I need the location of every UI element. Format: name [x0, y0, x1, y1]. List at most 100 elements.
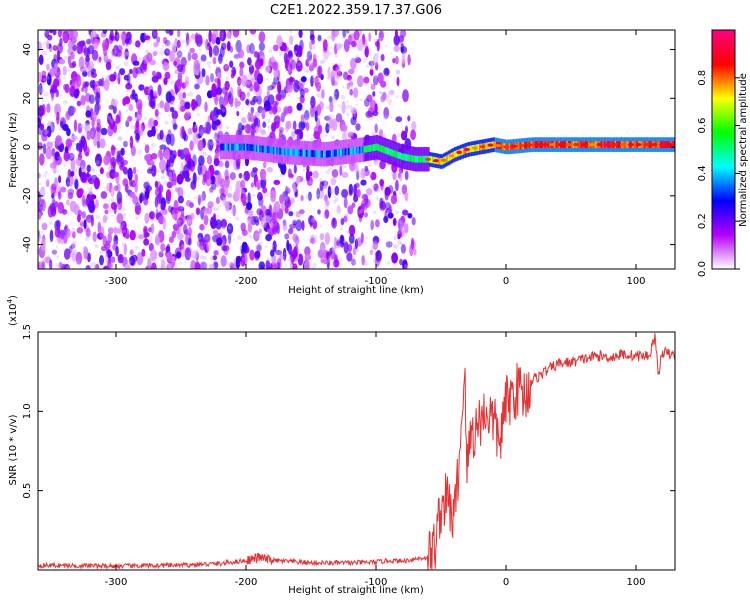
noise-blob: [250, 106, 255, 114]
noise-blob: [379, 159, 386, 170]
noise-blob: [250, 182, 255, 188]
noise-blob: [216, 140, 221, 153]
noise-blob: [336, 42, 342, 51]
noise-haze: [196, 72, 200, 76]
noise-blob: [82, 70, 88, 77]
noise-blob: [400, 215, 406, 224]
noise-haze: [214, 241, 218, 244]
noise-haze: [330, 261, 336, 267]
noise-blob: [411, 121, 417, 131]
noise-haze: [154, 251, 160, 257]
noise-haze: [155, 90, 160, 95]
noise-haze: [138, 193, 141, 196]
noise-blob: [404, 263, 408, 269]
noise-blob: [127, 73, 131, 86]
noise-blob: [119, 156, 125, 168]
noise-blob: [296, 57, 300, 69]
ridge-hotspot: [565, 143, 572, 147]
x-tick-label: 100: [626, 577, 645, 588]
noise-blob: [199, 223, 205, 231]
noise-blob: [138, 234, 145, 240]
noise-blob: [335, 113, 343, 123]
noise-haze: [237, 79, 243, 85]
noise-haze: [44, 30, 47, 34]
noise-haze: [271, 223, 275, 227]
noise-haze: [227, 159, 233, 164]
noise-haze: [154, 127, 159, 132]
noise-blob: [162, 62, 170, 71]
noise-haze: [134, 245, 139, 250]
noise-haze: [294, 186, 299, 191]
y-tick-label: 1.5: [22, 324, 33, 340]
noise-haze: [133, 117, 139, 122]
noise-blob: [401, 53, 406, 65]
noise-haze: [381, 187, 385, 192]
noise-blob: [227, 192, 232, 198]
ridge-core: [532, 141, 535, 148]
noise-blob: [41, 103, 46, 116]
noise-blob: [78, 56, 85, 70]
noise-blob: [45, 147, 53, 160]
noise-blob: [69, 200, 77, 213]
noise-haze: [51, 140, 55, 144]
ridge-hotspot: [471, 146, 478, 150]
noise-blob: [85, 110, 92, 118]
noise-haze: [78, 125, 83, 129]
noise-haze: [250, 75, 256, 81]
noise-blob: [310, 75, 314, 87]
noise-blob: [256, 95, 262, 105]
ridge-core: [341, 148, 344, 156]
noise-haze: [171, 100, 175, 103]
noise-blob: [237, 76, 242, 86]
noise-haze: [158, 112, 162, 116]
noise-haze: [63, 100, 68, 105]
noise-blob: [240, 191, 244, 200]
noise-blob: [97, 103, 101, 111]
noise-blob: [102, 214, 108, 224]
noise-haze: [180, 234, 185, 239]
ridge-core: [390, 148, 393, 156]
noise-blob: [158, 191, 163, 204]
noise-blob: [166, 181, 173, 189]
noise-haze: [376, 188, 381, 193]
noise-blob: [85, 81, 90, 87]
noise-haze: [202, 193, 205, 196]
noise-haze: [138, 47, 141, 50]
noise-blob: [107, 227, 114, 235]
noise-blob: [290, 197, 295, 205]
noise-blob: [285, 54, 291, 62]
noise-blob: [70, 170, 75, 177]
noise-haze: [333, 91, 337, 96]
noise-haze: [105, 216, 110, 220]
ridge-core: [326, 150, 329, 158]
noise-blob: [220, 255, 227, 267]
ridge-core: [374, 143, 377, 151]
noise-blob: [110, 144, 115, 156]
noise-blob: [205, 75, 210, 86]
colorbar-label: Normalized spectral amplitude: [738, 73, 749, 227]
noise-blob: [353, 194, 359, 203]
noise-blob: [54, 220, 61, 231]
noise-blob: [112, 171, 119, 178]
ridge-core: [266, 146, 269, 153]
noise-haze: [263, 192, 269, 197]
noise-blob: [96, 126, 100, 132]
noise-haze: [255, 95, 260, 100]
noise-haze: [49, 124, 52, 127]
noise-haze: [150, 219, 154, 222]
noise-haze: [109, 119, 114, 124]
noise-haze: [388, 74, 391, 78]
ridge-hotspot: [573, 143, 580, 147]
noise-blob: [183, 170, 190, 179]
noise-haze: [264, 245, 268, 249]
noise-blob: [173, 207, 179, 214]
noise-haze: [104, 186, 109, 191]
colorbar-tick-label: 0.2: [697, 213, 708, 229]
noise-blob: [332, 217, 336, 226]
noise-haze: [247, 73, 253, 79]
noise-haze: [399, 42, 405, 48]
noise-haze: [155, 115, 161, 121]
ridge-core: [235, 143, 238, 151]
noise-haze: [129, 196, 134, 201]
noise-haze: [226, 261, 230, 266]
